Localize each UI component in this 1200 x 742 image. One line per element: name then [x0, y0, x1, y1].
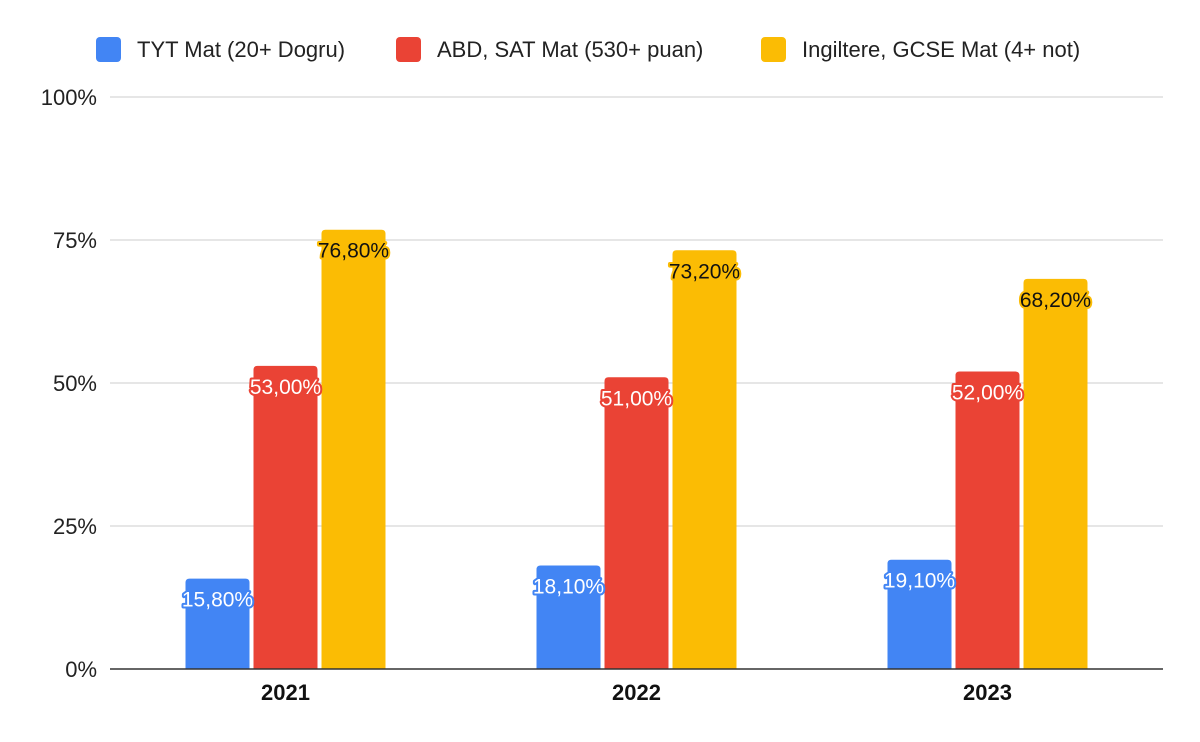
y-tick-label-25: 25% [53, 514, 97, 539]
bar-2023-series-3 [1023, 278, 1088, 669]
legend-swatch-3 [761, 37, 786, 62]
y-tick-label-0: 0% [65, 657, 97, 682]
bars [185, 229, 1088, 670]
legend-swatch-2 [396, 37, 421, 62]
y-tick-label-100: 100% [41, 85, 97, 110]
legend: TYT Mat (20+ Dogru) ABD, SAT Mat (530+ pu… [96, 37, 1080, 62]
bar-2021-series-1 [185, 578, 250, 669]
legend-label-2: ABD, SAT Mat (530+ puan) [437, 37, 703, 62]
data-label-2022-series-1: 18,10% [533, 575, 604, 598]
bar-2023-series-2 [955, 371, 1020, 669]
bar-2021-series-2 [253, 365, 318, 669]
data-label-2022-series-2: 51,00% [601, 387, 672, 410]
y-tick-label-50: 50% [53, 371, 97, 396]
data-label-2023-series-3: 68,20% [1020, 289, 1091, 312]
data-label-2021-series-3: 76,80% [318, 240, 389, 263]
x-axis: 2021 2022 2023 [110, 668, 1163, 705]
legend-swatch-1 [96, 37, 121, 62]
bar-2023-series-1 [887, 559, 952, 669]
data-label-2023-series-2: 52,00% [952, 382, 1023, 405]
bar-2021-series-3 [321, 229, 386, 670]
data-label-2021-series-1: 15,80% [182, 589, 253, 612]
x-tick-label-2022: 2022 [612, 680, 661, 705]
legend-label-1: TYT Mat (20+ Dogru) [137, 37, 345, 62]
x-tick-label-2023: 2023 [963, 680, 1012, 705]
data-labels: 15,80% 53,00% 76,80% 18,10% 51,00% 73,20% 19,1… [180, 238, 1093, 614]
legend-label-3: Ingiltere, GCSE Mat (4+ not) [802, 37, 1080, 62]
data-label-2021-series-2: 53,00% [250, 376, 321, 399]
bar-2022-series-1 [536, 565, 601, 669]
bar-2022-series-2 [604, 377, 669, 669]
data-label-2022-series-3: 73,20% [669, 260, 740, 283]
x-tick-label-2021: 2021 [261, 680, 310, 705]
bar-2022-series-3 [672, 250, 737, 669]
y-tick-label-75: 75% [53, 228, 97, 253]
y-axis: 0% 25% 50% 75% 100% [41, 85, 97, 682]
data-label-2023-series-1: 19,10% [884, 570, 955, 593]
